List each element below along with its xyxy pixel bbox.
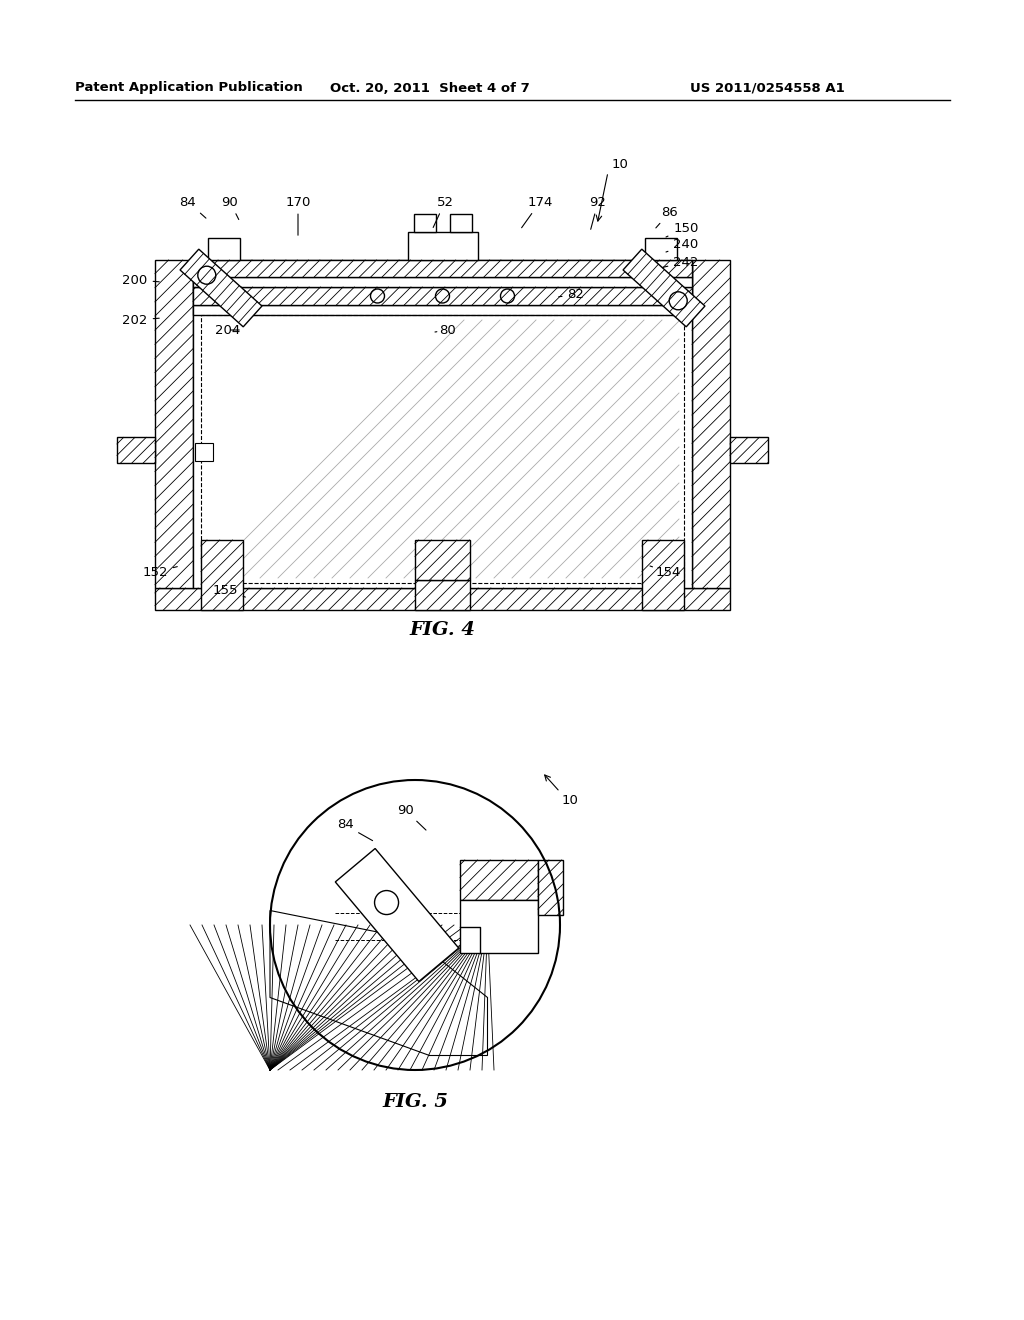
Polygon shape bbox=[193, 260, 692, 587]
Polygon shape bbox=[645, 238, 677, 260]
Polygon shape bbox=[335, 849, 459, 982]
Text: 150: 150 bbox=[666, 222, 698, 238]
Polygon shape bbox=[193, 286, 692, 305]
Text: 10: 10 bbox=[561, 793, 579, 807]
Text: Oct. 20, 2011  Sheet 4 of 7: Oct. 20, 2011 Sheet 4 of 7 bbox=[330, 82, 529, 95]
Text: 86: 86 bbox=[655, 206, 678, 228]
Polygon shape bbox=[180, 249, 262, 327]
Polygon shape bbox=[730, 437, 768, 463]
Polygon shape bbox=[538, 861, 563, 915]
Text: 90: 90 bbox=[396, 804, 426, 830]
Polygon shape bbox=[460, 861, 538, 900]
Polygon shape bbox=[623, 249, 705, 327]
Text: 202: 202 bbox=[122, 314, 159, 326]
Polygon shape bbox=[460, 900, 538, 953]
Polygon shape bbox=[414, 214, 435, 232]
Circle shape bbox=[270, 780, 560, 1071]
Polygon shape bbox=[201, 540, 243, 610]
Polygon shape bbox=[193, 305, 692, 315]
Text: 155: 155 bbox=[212, 583, 246, 597]
Text: FIG. 5: FIG. 5 bbox=[382, 1093, 449, 1111]
Text: 52: 52 bbox=[433, 195, 454, 227]
Text: 84: 84 bbox=[179, 195, 206, 218]
Polygon shape bbox=[193, 260, 692, 277]
Text: 240: 240 bbox=[666, 239, 698, 252]
Text: Patent Application Publication: Patent Application Publication bbox=[75, 82, 303, 95]
Text: 200: 200 bbox=[123, 273, 159, 286]
Text: 152: 152 bbox=[142, 565, 177, 578]
Polygon shape bbox=[415, 579, 470, 610]
Text: 242: 242 bbox=[663, 256, 698, 268]
Text: 204: 204 bbox=[215, 323, 241, 337]
Polygon shape bbox=[117, 437, 155, 463]
Polygon shape bbox=[408, 232, 477, 260]
Text: 80: 80 bbox=[435, 323, 457, 337]
Polygon shape bbox=[642, 540, 684, 610]
Text: 154: 154 bbox=[650, 565, 681, 578]
Text: 90: 90 bbox=[221, 195, 239, 219]
Polygon shape bbox=[155, 587, 730, 610]
Text: US 2011/0254558 A1: US 2011/0254558 A1 bbox=[690, 82, 845, 95]
Polygon shape bbox=[155, 260, 193, 587]
Polygon shape bbox=[193, 277, 692, 286]
Polygon shape bbox=[208, 238, 240, 260]
Text: 92: 92 bbox=[590, 195, 606, 230]
Text: 170: 170 bbox=[286, 195, 310, 235]
Text: 84: 84 bbox=[337, 818, 373, 841]
Polygon shape bbox=[692, 260, 730, 587]
Polygon shape bbox=[450, 214, 471, 232]
Polygon shape bbox=[270, 911, 487, 1056]
Text: 10: 10 bbox=[611, 158, 629, 172]
Text: FIG. 4: FIG. 4 bbox=[410, 620, 475, 639]
Text: 174: 174 bbox=[521, 195, 553, 228]
Polygon shape bbox=[195, 444, 213, 462]
Polygon shape bbox=[415, 540, 470, 579]
Text: 82: 82 bbox=[559, 289, 585, 301]
